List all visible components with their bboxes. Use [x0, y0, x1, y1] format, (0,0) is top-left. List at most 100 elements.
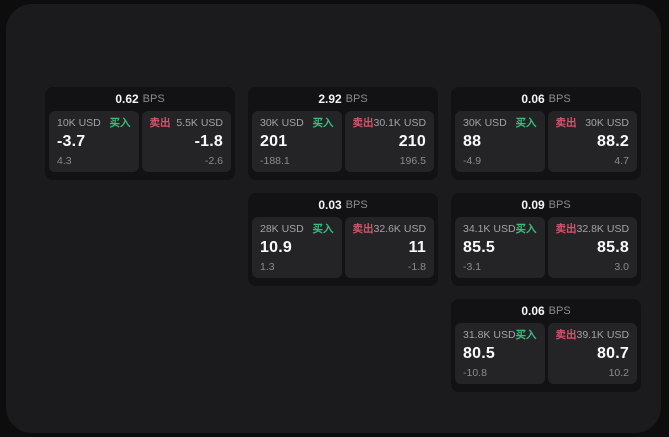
sell-price: 85.8: [597, 239, 629, 256]
sell-amount: 30.1K USD: [373, 117, 427, 129]
quotes-panel: 0.62 BPS 10K USD 买入 -3.7 4.3 卖出 5.5K USD…: [6, 4, 661, 433]
sell-sub-value: -1.8: [407, 261, 426, 273]
quote-card: 0.03 BPS 28K USD 买入 10.9 1.3 卖出 32.6K US…: [248, 193, 438, 286]
buy-tile-top: 28K USD 买入: [260, 223, 334, 235]
buy-side-label: 买入: [109, 117, 131, 129]
buy-amount: 28K USD: [260, 223, 304, 235]
bps-unit-label: BPS: [548, 305, 571, 317]
buy-tile[interactable]: 10K USD 买入 -3.7 4.3: [49, 111, 139, 172]
sell-sub-value: 4.7: [614, 155, 629, 167]
buy-price: 88: [463, 133, 482, 150]
sell-price: -1.8: [194, 133, 223, 150]
buy-tile-top: 30K USD 买入: [260, 117, 334, 129]
buy-side-label: 买入: [312, 223, 334, 235]
bps-unit-label: BPS: [548, 199, 571, 211]
sell-amount: 5.5K USD: [176, 117, 223, 129]
sell-tile-top: 卖出 32.8K USD: [556, 223, 630, 235]
buy-amount: 30K USD: [260, 117, 304, 129]
sell-sub-value: 10.2: [608, 367, 629, 379]
bps-value: 2.92: [318, 92, 342, 106]
buy-tile[interactable]: 28K USD 买入 10.9 1.3: [252, 217, 342, 278]
sell-price: 80.7: [597, 345, 629, 362]
quote-card: 2.92 BPS 30K USD 买入 201 -188.1 卖出 30.1K …: [248, 87, 438, 180]
bps-header: 0.06 BPS: [451, 299, 641, 323]
buy-tile[interactable]: 30K USD 买入 88 -4.9: [455, 111, 545, 172]
buy-side-label: 买入: [515, 223, 537, 235]
quote-card: 0.06 BPS 31.8K USD 买入 80.5 -10.8 卖出 39.1…: [451, 299, 641, 392]
buy-price: 201: [260, 133, 288, 150]
bps-value: 0.03: [318, 198, 342, 212]
buy-sub-value: 4.3: [57, 155, 72, 167]
sell-tile[interactable]: 卖出 30.1K USD 210 196.5: [344, 111, 434, 172]
sell-amount: 30K USD: [585, 117, 629, 129]
buy-tile-top: 10K USD 买入: [57, 117, 131, 129]
bps-value: 0.62: [115, 92, 139, 106]
sell-sub-value: -2.6: [204, 155, 223, 167]
sell-amount: 39.1K USD: [576, 329, 630, 341]
sell-price: 88.2: [597, 133, 629, 150]
buy-price: 10.9: [260, 239, 292, 256]
quote-card: 0.06 BPS 30K USD 买入 88 -4.9 卖出 30K USD 8…: [451, 87, 641, 180]
buy-sub-value: -3.1: [463, 261, 482, 273]
quote-card-body: 10K USD 买入 -3.7 4.3 卖出 5.5K USD -1.8 -2.…: [45, 111, 235, 176]
sell-amount: 32.6K USD: [373, 223, 427, 235]
bps-unit-label: BPS: [142, 93, 165, 105]
bps-header: 2.92 BPS: [248, 87, 438, 111]
buy-side-label: 买入: [312, 117, 334, 129]
sell-tile[interactable]: 卖出 30K USD 88.2 4.7: [547, 111, 637, 172]
quote-card-body: 30K USD 买入 88 -4.9 卖出 30K USD 88.2 4.7: [451, 111, 641, 176]
buy-amount: 10K USD: [57, 117, 101, 129]
bps-header: 0.06 BPS: [451, 87, 641, 111]
quote-card-body: 28K USD 买入 10.9 1.3 卖出 32.6K USD 11 -1.8: [248, 217, 438, 282]
buy-sub-value: -4.9: [463, 155, 482, 167]
buy-tile-top: 30K USD 买入: [463, 117, 537, 129]
sell-tile-top: 卖出 30.1K USD: [353, 117, 427, 129]
buy-amount: 30K USD: [463, 117, 507, 129]
sell-tile-top: 卖出 30K USD: [556, 117, 630, 129]
buy-tile-top: 31.8K USD 买入: [463, 329, 537, 341]
quote-card: 0.09 BPS 34.1K USD 买入 85.5 -3.1 卖出 32.8K…: [451, 193, 641, 286]
sell-price: 11: [408, 239, 426, 256]
sell-tile[interactable]: 卖出 32.6K USD 11 -1.8: [344, 217, 434, 278]
sell-amount: 32.8K USD: [576, 223, 630, 235]
buy-amount: 31.8K USD: [463, 329, 516, 341]
sell-tile[interactable]: 卖出 39.1K USD 80.7 10.2: [547, 323, 637, 384]
sell-tile-top: 卖出 5.5K USD: [150, 117, 224, 129]
buy-tile[interactable]: 30K USD 买入 201 -188.1: [252, 111, 342, 172]
bps-header: 0.09 BPS: [451, 193, 641, 217]
bps-value: 0.09: [521, 198, 545, 212]
bps-value: 0.06: [521, 304, 545, 318]
buy-tile-top: 34.1K USD 买入: [463, 223, 537, 235]
bps-unit-label: BPS: [345, 93, 368, 105]
bps-header: 0.62 BPS: [45, 87, 235, 111]
sell-side-label: 卖出: [555, 329, 577, 341]
sell-side-label: 卖出: [352, 117, 374, 129]
buy-sub-value: -10.8: [463, 367, 487, 379]
sell-side-label: 卖出: [555, 117, 577, 129]
quote-card-body: 31.8K USD 买入 80.5 -10.8 卖出 39.1K USD 80.…: [451, 323, 641, 388]
buy-sub-value: 1.3: [260, 261, 275, 273]
buy-price: 80.5: [463, 345, 495, 362]
sell-sub-value: 196.5: [399, 155, 426, 167]
bps-header: 0.03 BPS: [248, 193, 438, 217]
sell-tile[interactable]: 卖出 32.8K USD 85.8 3.0: [547, 217, 637, 278]
buy-amount: 34.1K USD: [463, 223, 516, 235]
bps-unit-label: BPS: [548, 93, 571, 105]
quote-card: 0.62 BPS 10K USD 买入 -3.7 4.3 卖出 5.5K USD…: [45, 87, 235, 180]
bps-value: 0.06: [521, 92, 545, 106]
buy-sub-value: -188.1: [260, 155, 290, 167]
buy-side-label: 买入: [515, 329, 537, 341]
buy-tile[interactable]: 31.8K USD 买入 80.5 -10.8: [455, 323, 545, 384]
quote-card-body: 34.1K USD 买入 85.5 -3.1 卖出 32.8K USD 85.8…: [451, 217, 641, 282]
buy-price: 85.5: [463, 239, 495, 256]
buy-tile[interactable]: 34.1K USD 买入 85.5 -3.1: [455, 217, 545, 278]
sell-side-label: 卖出: [352, 223, 374, 235]
quote-card-body: 30K USD 买入 201 -188.1 卖出 30.1K USD 210 1…: [248, 111, 438, 176]
buy-side-label: 买入: [515, 117, 537, 129]
sell-side-label: 卖出: [555, 223, 577, 235]
sell-tile[interactable]: 卖出 5.5K USD -1.8 -2.6: [141, 111, 231, 172]
sell-tile-top: 卖出 32.6K USD: [353, 223, 427, 235]
sell-tile-top: 卖出 39.1K USD: [556, 329, 630, 341]
buy-price: -3.7: [57, 133, 86, 150]
